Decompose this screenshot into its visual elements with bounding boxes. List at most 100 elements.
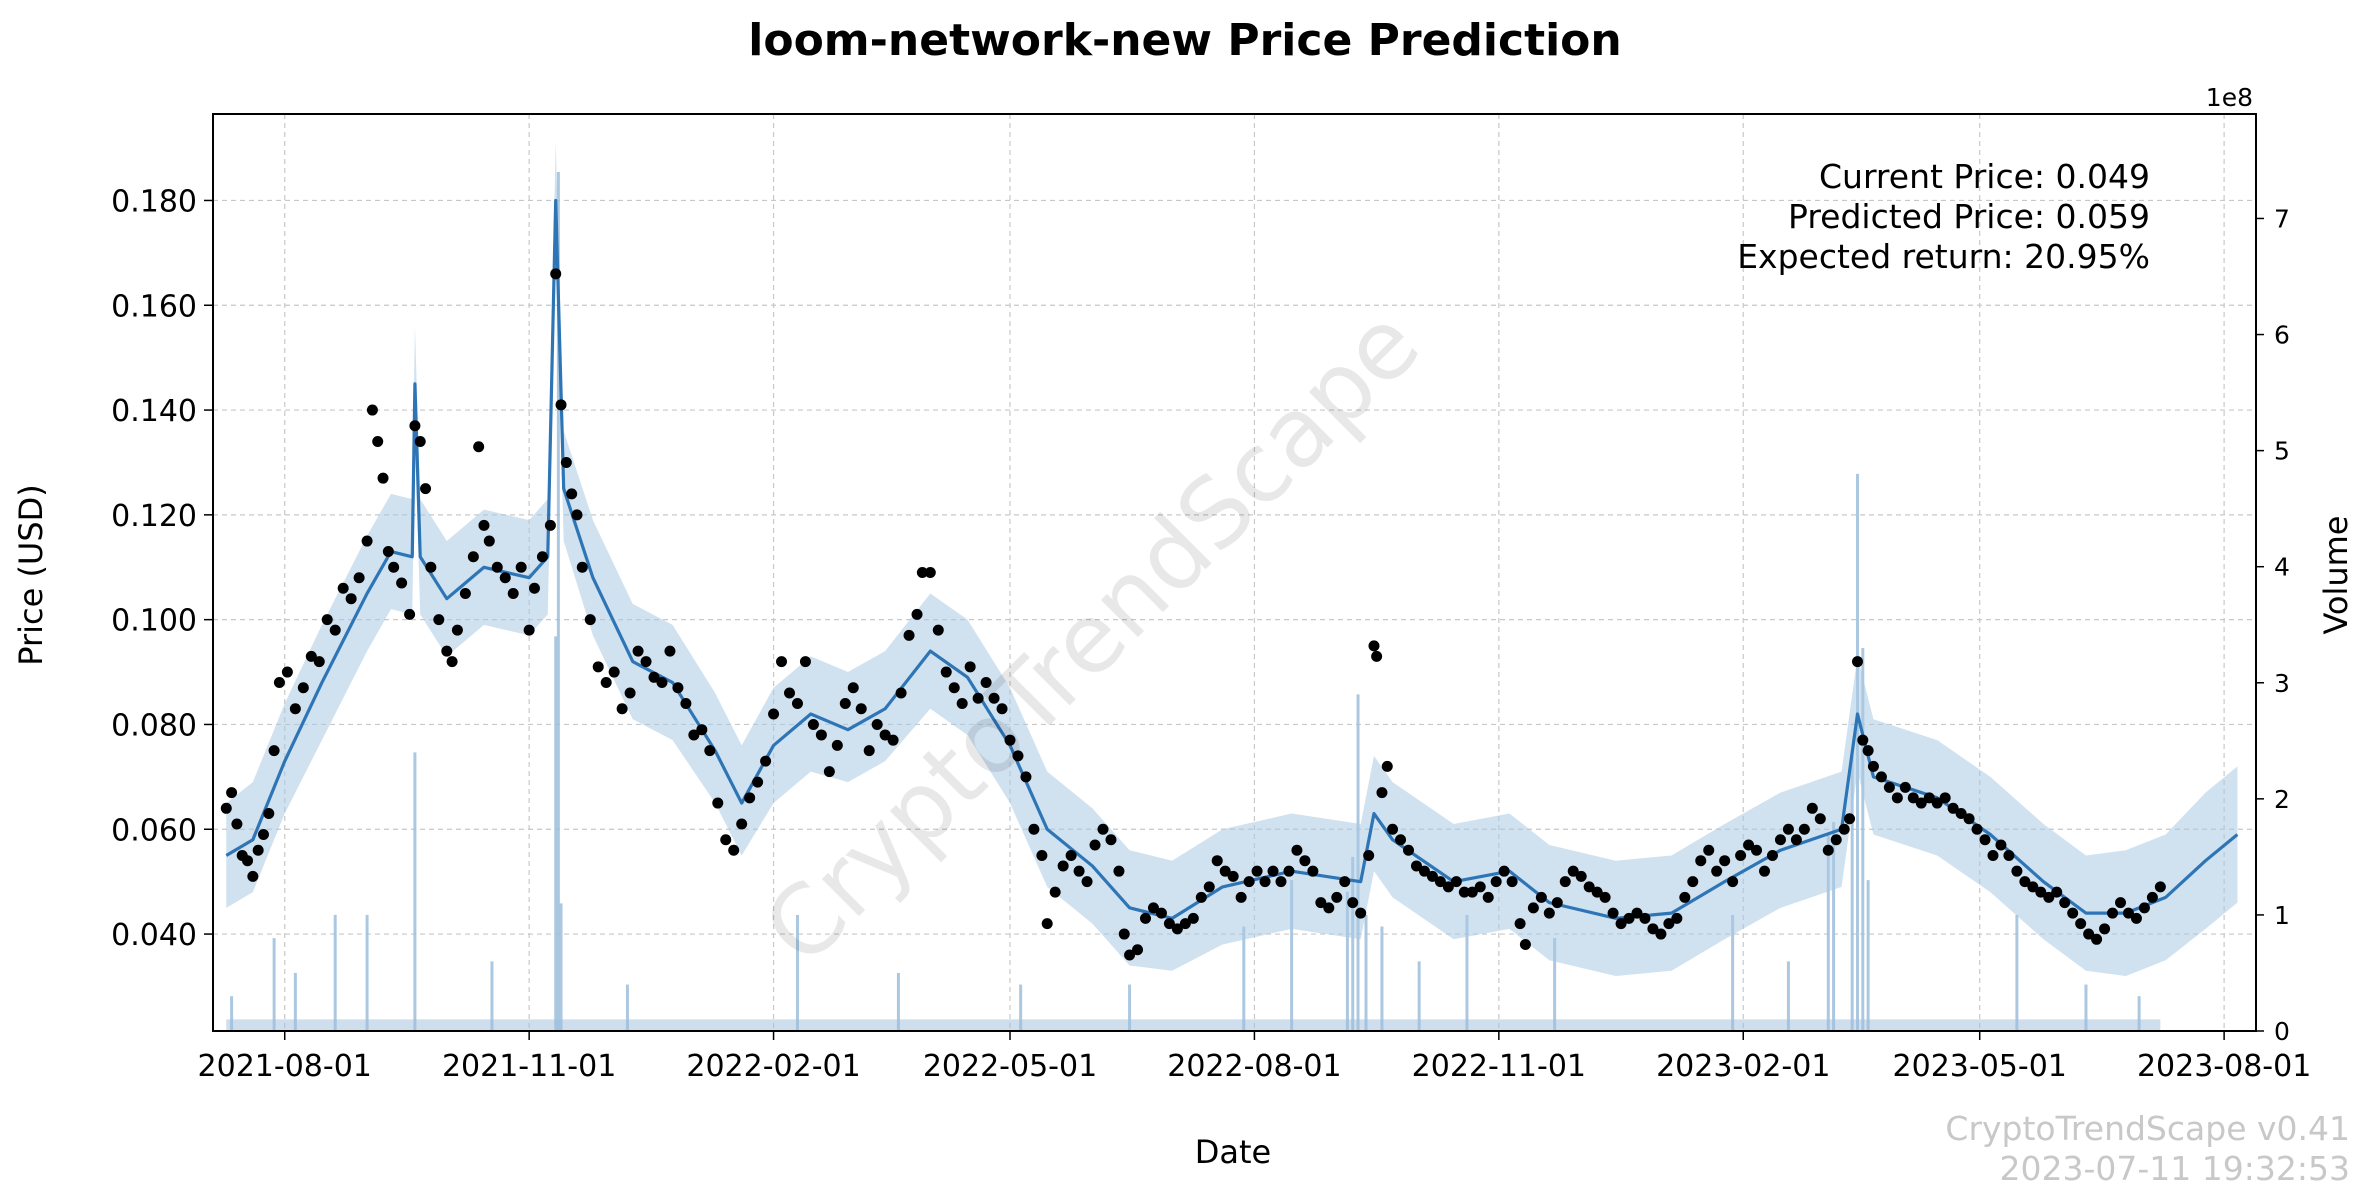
- y2-tick-label: 3: [2274, 669, 2290, 698]
- volume-bar: [1242, 926, 1246, 1031]
- price-point: [2075, 918, 2087, 930]
- price-point: [372, 436, 384, 447]
- price-point: [1363, 849, 1375, 861]
- price-point: [839, 698, 851, 709]
- volume-bar: [2137, 996, 2141, 1031]
- footer-version: CryptoTrendScape v0.41: [1945, 1109, 2350, 1148]
- volume-bar: [230, 996, 234, 1031]
- price-point: [1907, 792, 1919, 804]
- price-point: [1275, 876, 1287, 888]
- price-point: [1559, 876, 1571, 888]
- price-point: [231, 818, 243, 830]
- price-point: [2051, 886, 2063, 898]
- volume-bar: [556, 172, 560, 1031]
- price-point: [688, 729, 700, 741]
- price-point: [1307, 865, 1319, 877]
- price-point: [257, 829, 269, 840]
- volume-bars: [226, 172, 2161, 1031]
- price-point: [823, 766, 835, 778]
- price-point: [799, 656, 811, 668]
- price-point: [1639, 912, 1651, 924]
- price-point: [1857, 734, 1869, 746]
- price-point: [1743, 839, 1755, 851]
- x-tick-label: 2021-08-01: [198, 1049, 372, 1084]
- price-point: [1830, 834, 1842, 846]
- price-point: [1963, 813, 1975, 825]
- x-axis-ticks: 2021-08-01 2021-11-01 2022-02-01 2022-05-01…: [198, 1031, 2311, 1084]
- y2-tick-label: 4: [2274, 553, 2290, 582]
- price-point: [680, 698, 692, 709]
- price-point: [1535, 891, 1547, 903]
- price-point: [2115, 897, 2127, 909]
- price-point: [528, 582, 540, 594]
- price-point: [507, 587, 519, 599]
- volume-bar: [2084, 984, 2088, 1031]
- price-point: [252, 844, 264, 856]
- plot-frame: [212, 113, 2257, 1032]
- price-point: [2083, 928, 2095, 940]
- price-point: [409, 420, 421, 432]
- price-point: [273, 677, 285, 689]
- price-point: [1065, 849, 1077, 861]
- price-point: [911, 608, 923, 620]
- price-point: [1498, 865, 1510, 877]
- volume-bar: [2015, 914, 2019, 1031]
- price-point: [2091, 933, 2103, 945]
- price-point: [1147, 902, 1159, 914]
- price-point: [895, 687, 907, 699]
- price-point: [1751, 844, 1763, 856]
- price-point: [337, 582, 349, 594]
- price-point: [1995, 839, 2007, 851]
- price-point: [1766, 849, 1778, 861]
- price-point: [388, 561, 400, 573]
- y2-tick-label: 5: [2274, 437, 2290, 466]
- y2-tick-label: 6: [2274, 321, 2290, 350]
- price-point: [523, 624, 535, 636]
- volume-bar: [1364, 914, 1368, 1031]
- price-point: [321, 614, 333, 626]
- price-point: [863, 745, 875, 757]
- price-point: [1915, 797, 1927, 809]
- price-point: [1798, 823, 1810, 835]
- price-point: [491, 561, 503, 573]
- price-point: [1663, 918, 1675, 930]
- volume-bar: [1019, 984, 1023, 1031]
- price-point: [366, 404, 378, 416]
- price-point: [313, 656, 325, 668]
- volume-bar: [333, 914, 337, 1031]
- price-point: [1575, 870, 1587, 882]
- price-point: [632, 645, 644, 657]
- volume-bar: [1832, 822, 1836, 1031]
- price-point: [396, 577, 408, 589]
- price-point: [1418, 865, 1430, 877]
- price-point: [425, 561, 437, 573]
- y2-tick-label: 2: [2274, 785, 2290, 814]
- price-point: [1759, 865, 1771, 877]
- price-point: [420, 483, 432, 495]
- price-point: [1955, 808, 1967, 820]
- price-point: [2019, 876, 2031, 888]
- price-point: [1567, 865, 1579, 877]
- price-point: [1822, 844, 1834, 856]
- x-tick-label: 2022-08-01: [1167, 1049, 1341, 1084]
- price-point: [473, 441, 485, 453]
- price-point: [1376, 787, 1388, 799]
- price-point: [1211, 855, 1223, 867]
- price-point: [555, 399, 567, 411]
- volume-bar: [1417, 961, 1421, 1031]
- price-point: [1132, 944, 1144, 956]
- price-point: [2154, 881, 2166, 893]
- price-point: [1899, 781, 1911, 793]
- price-point: [305, 650, 317, 662]
- price-point: [1291, 844, 1303, 856]
- price-point: [980, 677, 992, 689]
- y2-tick-label: 0: [2274, 1017, 2290, 1046]
- price-point: [791, 698, 803, 709]
- y2-offset-label: 1e8: [2206, 83, 2253, 112]
- volume-bar: [413, 752, 417, 1031]
- price-point: [1339, 876, 1351, 888]
- price-point: [1347, 897, 1359, 909]
- price-point: [1155, 907, 1167, 919]
- price-point: [600, 677, 612, 689]
- price-point: [1283, 865, 1295, 877]
